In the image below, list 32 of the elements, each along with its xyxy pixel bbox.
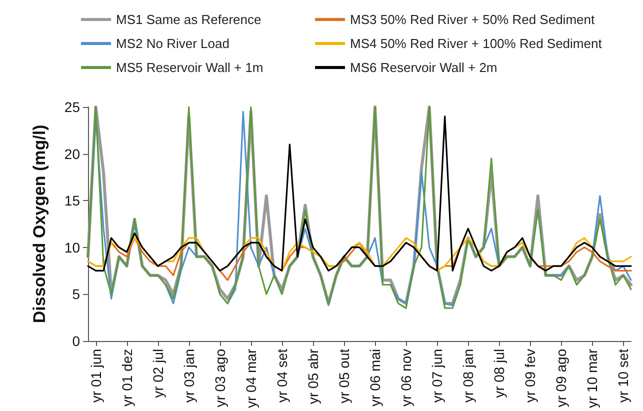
x-tick-label: yr 06 mai: [367, 348, 384, 406]
x-tick-label: yr 04 set: [274, 348, 290, 403]
x-tick-label: yr 01 jun: [88, 348, 104, 403]
x-tick-label: yr 08 jul: [491, 348, 508, 398]
x-tick-label: yr 01 dez: [118, 348, 135, 406]
y-tick-label: 20: [64, 146, 80, 162]
legend-label: MS3 50% Red River + 50% Red Sediment: [350, 12, 595, 27]
x-tick-label: yr 08 jan: [460, 348, 476, 403]
line-series: [87, 116, 632, 272]
y-axis-title: Dissolved Oxygen (mg/l): [30, 124, 49, 324]
x-tick-label: yr 03 jan: [180, 348, 197, 403]
x-tick-label: yr 04 mar: [242, 348, 259, 408]
x-tick-label: yr 07 jun: [429, 348, 446, 403]
y-tick-label: 0: [72, 332, 80, 349]
y-tick-label: 10: [64, 239, 80, 256]
legend-label: MS6 Reservoir Wall + 2m: [350, 60, 498, 75]
x-tick-label: yr 05 abr: [304, 348, 321, 404]
legend-label: MS4 50% Red River + 100% Red Sediment: [350, 36, 602, 51]
y-tick-label: 15: [64, 192, 80, 209]
x-tick-label: yr 10 set: [615, 348, 632, 403]
x-tick-label: yr 10 mar: [584, 348, 600, 408]
x-tick-label: yr 02 jul: [150, 348, 166, 398]
x-tick-label: yr 03 ago: [212, 348, 228, 408]
legend-label: MS1 Same as Reference: [116, 12, 262, 27]
x-tick-label: yr 06 nov: [398, 348, 414, 406]
legend-label: MS5 Reservoir Wall + 1m: [116, 60, 264, 75]
legend-label: MS2 No River Load: [116, 36, 230, 51]
y-tick-label: 25: [64, 99, 80, 115]
x-tick-label: yr 05 out: [336, 348, 352, 404]
x-tick-label: yr 09 ago: [553, 348, 570, 408]
y-tick-label: 5: [72, 286, 80, 302]
x-tick-label: yr 09 fev: [522, 348, 538, 403]
